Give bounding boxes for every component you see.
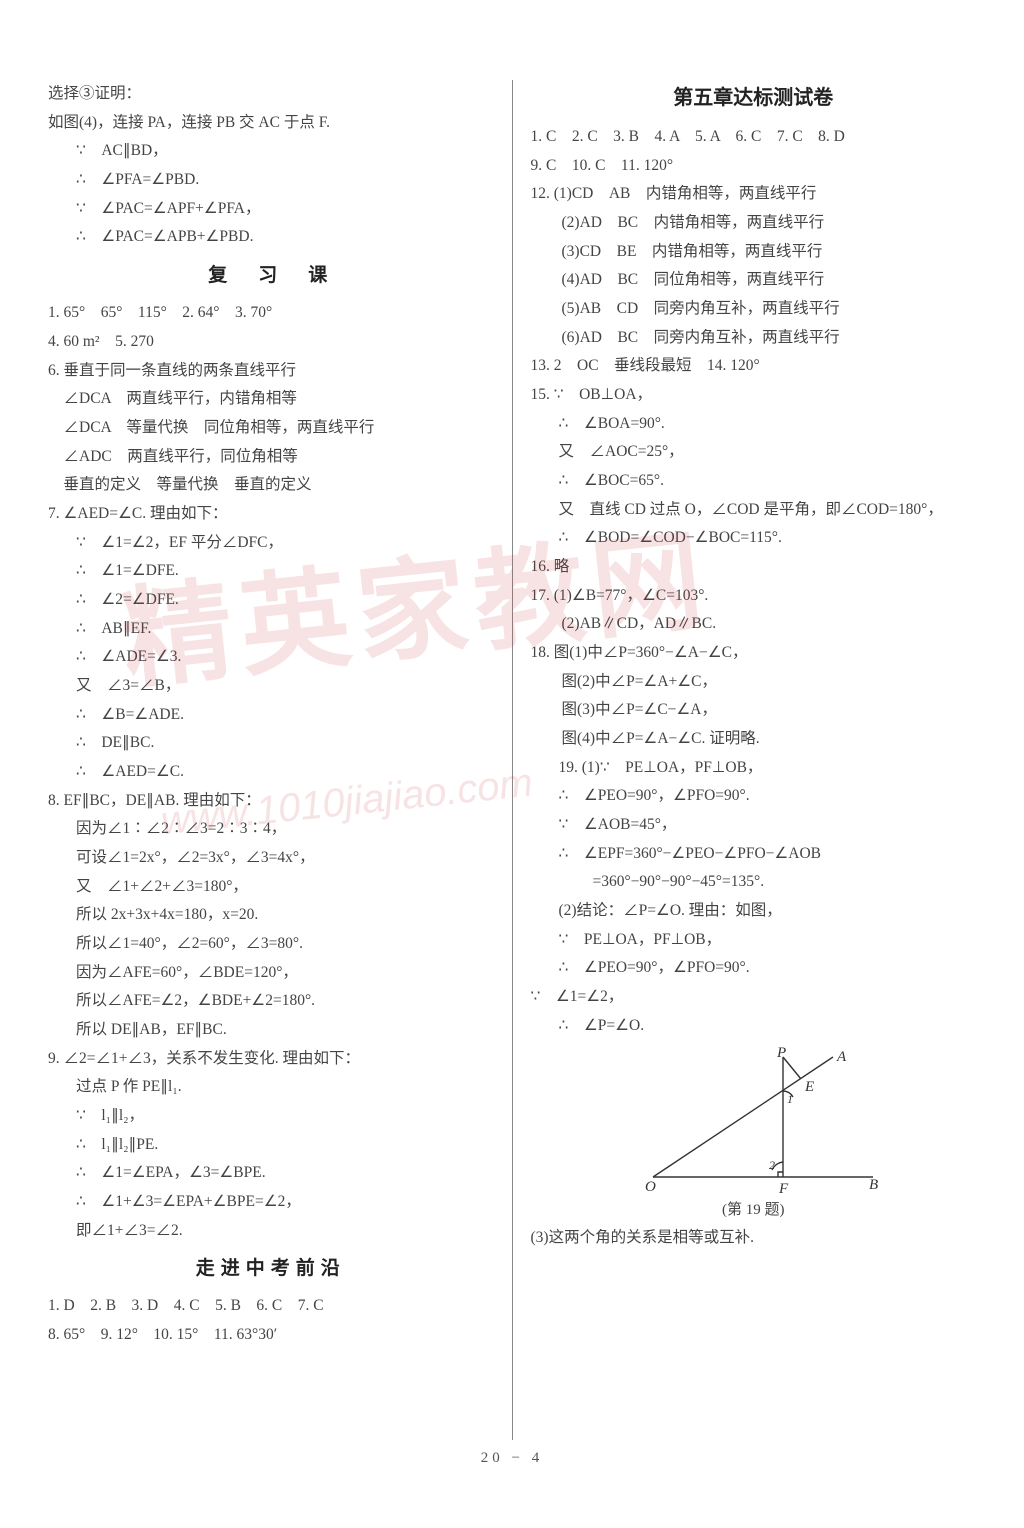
text-line: 4. 60 m² 5. 270 bbox=[48, 328, 494, 357]
text-line: 所以∠AFE=∠2，∠BDE+∠2=180°. bbox=[48, 987, 494, 1016]
text-line: 所以 DE∥AB，EF∥BC. bbox=[48, 1016, 494, 1045]
text-line: ∴ ∠PEO=90°，∠PFO=90°. bbox=[531, 782, 977, 811]
text-line: 选择③证明： bbox=[48, 80, 494, 109]
text-line: 19. (1)∵ PE⊥OA，PF⊥OB， bbox=[531, 754, 977, 783]
text-line: ∴ ∠PFA=∠PBD. bbox=[48, 166, 494, 195]
text-line: ∴ ∠PEO=90°，∠PFO=90°. bbox=[531, 954, 977, 983]
test-title: 第五章达标测试卷 bbox=[531, 80, 977, 117]
text-line: ∴ ∠PAC=∠APB+∠PBD. bbox=[48, 223, 494, 252]
text-line: ∵ ∠1=∠2， bbox=[531, 983, 977, 1012]
text-line: 18. 图(1)中∠P=360°−∠A−∠C， bbox=[531, 639, 977, 668]
text-line: ∴ ∠1=∠DFE. bbox=[48, 557, 494, 586]
text-line: (3)这两个角的关系是相等或互补. bbox=[531, 1224, 977, 1253]
text-line: 16. 略 bbox=[531, 553, 977, 582]
text-line: (3)CD BE 内错角相等，两直线平行 bbox=[531, 238, 977, 267]
label-1: 1 bbox=[787, 1092, 793, 1106]
text-line: ∴ ∠B=∠ADE. bbox=[48, 701, 494, 730]
text-line: 1. D 2. B 3. D 4. C 5. B 6. C 7. C bbox=[48, 1292, 494, 1321]
text-line: 1. 65° 65° 115° 2. 64° 3. 70° bbox=[48, 299, 494, 328]
text-line: 图(4)中∠P=∠A−∠C. 证明略. bbox=[531, 725, 977, 754]
text-line: ∴ ∠EPF=360°−∠PEO−∠PFO−∠AOB bbox=[531, 840, 977, 869]
text-line: (6)AD BC 同旁内角互补，两直线平行 bbox=[531, 324, 977, 353]
text-line: 1. C 2. C 3. B 4. A 5. A 6. C 7. C 8. D bbox=[531, 123, 977, 152]
text-line: ∵ PE⊥OA，PF⊥OB， bbox=[531, 926, 977, 955]
right-column: 第五章达标测试卷 1. C 2. C 3. B 4. A 5. A 6. C 7… bbox=[513, 80, 995, 1440]
text-line: 图(3)中∠P=∠C−∠A， bbox=[531, 696, 977, 725]
text-line: 因为∠1∶∠2∶∠3=2∶3∶4， bbox=[48, 815, 494, 844]
text-line: 又 直线 CD 过点 O，∠COD 是平角，即∠COD=180°， bbox=[531, 496, 977, 525]
text-line: =360°−90°−90°−45°=135°. bbox=[531, 868, 977, 897]
zhongkao-title: 走进中考前沿 bbox=[48, 1251, 494, 1286]
page-footer: 20 − 4 bbox=[30, 1450, 994, 1467]
label-A: A bbox=[836, 1049, 847, 1065]
text-line: 图(2)中∠P=∠A+∠C， bbox=[531, 668, 977, 697]
diagram-caption: (第 19 题) bbox=[531, 1197, 977, 1225]
text-line: ∴ ∠ADE=∠3. bbox=[48, 643, 494, 672]
label-E: E bbox=[804, 1079, 814, 1095]
text-line: 9. C 10. C 11. 120° bbox=[531, 152, 977, 181]
text-line: ∵ AC∥BD， bbox=[48, 137, 494, 166]
text-line: 所以 2x+3x+4x=180，x=20. bbox=[48, 901, 494, 930]
label-O: O bbox=[645, 1179, 656, 1195]
review-title: 复 习 课 bbox=[48, 258, 494, 293]
label-2: 2 bbox=[769, 1158, 775, 1172]
text-line: 12. (1)CD AB 内错角相等，两直线平行 bbox=[531, 180, 977, 209]
text-line: 又 ∠AOC=25°， bbox=[531, 438, 977, 467]
text-line: 因为∠AFE=60°，∠BDE=120°， bbox=[48, 959, 494, 988]
text-line: ∠ADC 两直线平行，同位角相等 bbox=[48, 443, 494, 472]
text-line: ∴ ∠BOD=∠COD−∠BOC=115°. bbox=[531, 524, 977, 553]
label-P: P bbox=[776, 1047, 786, 1061]
text-line: ∴ ∠BOC=65°. bbox=[531, 467, 977, 496]
text-line: 又 ∠1+∠2+∠3=180°， bbox=[48, 873, 494, 902]
text-line: ∵ ∠PAC=∠APF+∠PFA， bbox=[48, 195, 494, 224]
text-line: ∵ ∠AOB=45°， bbox=[531, 811, 977, 840]
text-line: 8. EF∥BC，DE∥AB. 理由如下： bbox=[48, 787, 494, 816]
text-line: 9. ∠2=∠1+∠3，关系不发生变化. 理由如下： bbox=[48, 1045, 494, 1074]
text-line: ∴ DE∥BC. bbox=[48, 729, 494, 758]
page-columns: 选择③证明： 如图(4)，连接 PA，连接 PB 交 AC 于点 F. ∵ AC… bbox=[30, 80, 994, 1440]
left-column: 选择③证明： 如图(4)，连接 PA，连接 PB 交 AC 于点 F. ∵ AC… bbox=[30, 80, 513, 1440]
text-line: 即∠1+∠3=∠2. bbox=[48, 1217, 494, 1246]
text-line: 6. 垂直于同一条直线的两条直线平行 bbox=[48, 357, 494, 386]
text-line: ∴ ∠AED=∠C. bbox=[48, 758, 494, 787]
text-line: 所以∠1=40°，∠2=60°，∠3=80°. bbox=[48, 930, 494, 959]
text-line: ∠DCA 等量代换 同位角相等，两直线平行 bbox=[48, 414, 494, 443]
label-F: F bbox=[778, 1181, 789, 1197]
text-line: ∴ l₁∥l₂∥PE. bbox=[48, 1131, 494, 1160]
text-line: ∴ AB∥EF. bbox=[48, 615, 494, 644]
text-line: 垂直的定义 等量代换 垂直的定义 bbox=[48, 471, 494, 500]
text-line: 15. ∵ OB⊥OA， bbox=[531, 381, 977, 410]
geometry-diagram: O B A P E F 1 2 bbox=[623, 1047, 883, 1197]
text-line: 8. 65° 9. 12° 10. 15° 11. 63°30′ bbox=[48, 1321, 494, 1350]
text-line: (5)AB CD 同旁内角互补，两直线平行 bbox=[531, 295, 977, 324]
text-line: 又 ∠3=∠B， bbox=[48, 672, 494, 701]
text-line: 如图(4)，连接 PA，连接 PB 交 AC 于点 F. bbox=[48, 109, 494, 138]
text-line: ∴ ∠1=∠EPA，∠3=∠BPE. bbox=[48, 1159, 494, 1188]
text-line: (2)AB∥CD，AD∥BC. bbox=[531, 610, 977, 639]
text-line: (4)AD BC 同位角相等，两直线平行 bbox=[531, 266, 977, 295]
text-line: 7. ∠AED=∠C. 理由如下： bbox=[48, 500, 494, 529]
text-line: ∵ l₁∥l₂， bbox=[48, 1102, 494, 1131]
text-line: (2)AD BC 内错角相等，两直线平行 bbox=[531, 209, 977, 238]
text-line: (2)结论：∠P=∠O. 理由：如图， bbox=[531, 897, 977, 926]
text-line: ∴ ∠P=∠O. bbox=[531, 1012, 977, 1041]
text-line: 过点 P 作 PE∥l₁. bbox=[48, 1073, 494, 1102]
text-line: ∠DCA 两直线平行，内错角相等 bbox=[48, 385, 494, 414]
text-line: ∴ ∠BOA=90°. bbox=[531, 410, 977, 439]
text-line: 可设∠1=2x°，∠2=3x°，∠3=4x°， bbox=[48, 844, 494, 873]
text-line: 17. (1)∠B=77°，∠C=103°. bbox=[531, 582, 977, 611]
text-line: ∴ ∠1+∠3=∠EPA+∠BPE=∠2， bbox=[48, 1188, 494, 1217]
label-B: B bbox=[869, 1177, 878, 1193]
text-line: ∴ ∠2=∠DFE. bbox=[48, 586, 494, 615]
text-line: ∵ ∠1=∠2，EF 平分∠DFC， bbox=[48, 529, 494, 558]
text-line: 13. 2 OC 垂线段最短 14. 120° bbox=[531, 352, 977, 381]
